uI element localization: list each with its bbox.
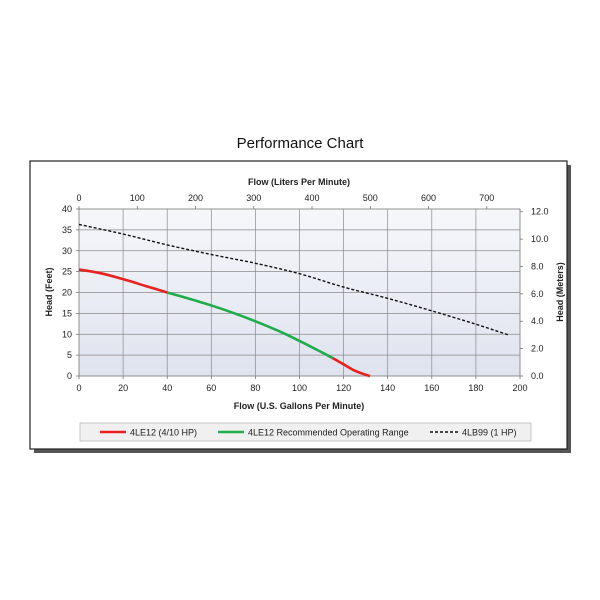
y2-tick-label: 10.0 [531,234,549,244]
y-axis-title: Head (Feet) [44,267,54,316]
x-tick-label: 200 [512,383,527,393]
x-tick-label: 120 [336,383,351,393]
y2-tick-label: 12.0 [531,207,549,217]
x-tick-label: 0 [76,383,81,393]
x2-tick-label: 100 [130,193,145,203]
series-layer [78,223,510,378]
y-tick-label: 25 [62,267,72,277]
x-tick-label: 100 [292,383,307,393]
x-tick-label: 60 [206,383,216,393]
x-tick-label: 80 [250,383,260,393]
y2-tick-label: 0.0 [531,371,544,381]
y-tick-label: 20 [62,288,72,298]
y2-tick-label: 2.0 [531,344,544,354]
y-tick-label: 10 [62,329,72,339]
grid-lines [79,209,520,376]
y2-axis-title: Head (Meters) [555,262,565,322]
y2-tick-label: 4.0 [531,316,544,326]
y2-tick-label: 6.0 [531,289,544,299]
series-line-2 [331,356,371,378]
x2-tick-label: 600 [421,193,436,203]
series-line-1 [166,291,334,360]
series-line-0 [78,268,168,294]
series-line-3 [78,223,510,336]
y2-tick-label: 8.0 [531,261,544,271]
tick-labels: 0 20 40 60 80 100 120 140 160 180 200 0 5 10 15 20 25 30 3… [62,193,549,393]
x2-tick-label: 400 [305,193,320,203]
y-tick-label: 30 [62,246,72,256]
x-tick-label: 140 [380,383,395,393]
chart-title: Performance Chart [236,135,364,152]
y-tick-label: 35 [62,225,72,235]
legend-label-4lb99: 4LB99 (1 HP) [462,428,517,438]
x-tick-label: 160 [424,383,439,393]
x2-axis-title: Flow (Liters Per Minute) [248,177,350,187]
y-tick-label: 0 [67,371,72,381]
y-tick-label: 5 [67,350,72,360]
x2-tick-label: 200 [188,193,203,203]
legend-label-range: 4LE12 Recommended Operating Range [248,428,409,438]
x-tick-label: 180 [468,383,483,393]
x-axis-title: Flow (U.S. Gallons Per Minute) [234,401,365,411]
y-tick-label: 15 [62,308,72,318]
x-tick-label: 40 [162,383,172,393]
x2-tick-label: 300 [246,193,261,203]
legend-label-4le12: 4LE12 (4/10 HP) [130,428,197,438]
x-tick-label: 20 [118,383,128,393]
x2-tick-label: 500 [363,193,378,203]
legend-box [79,422,532,442]
x2-tick-label: 700 [479,193,494,203]
x2-tick-label: 0 [76,193,81,203]
y-tick-label: 40 [62,204,72,214]
